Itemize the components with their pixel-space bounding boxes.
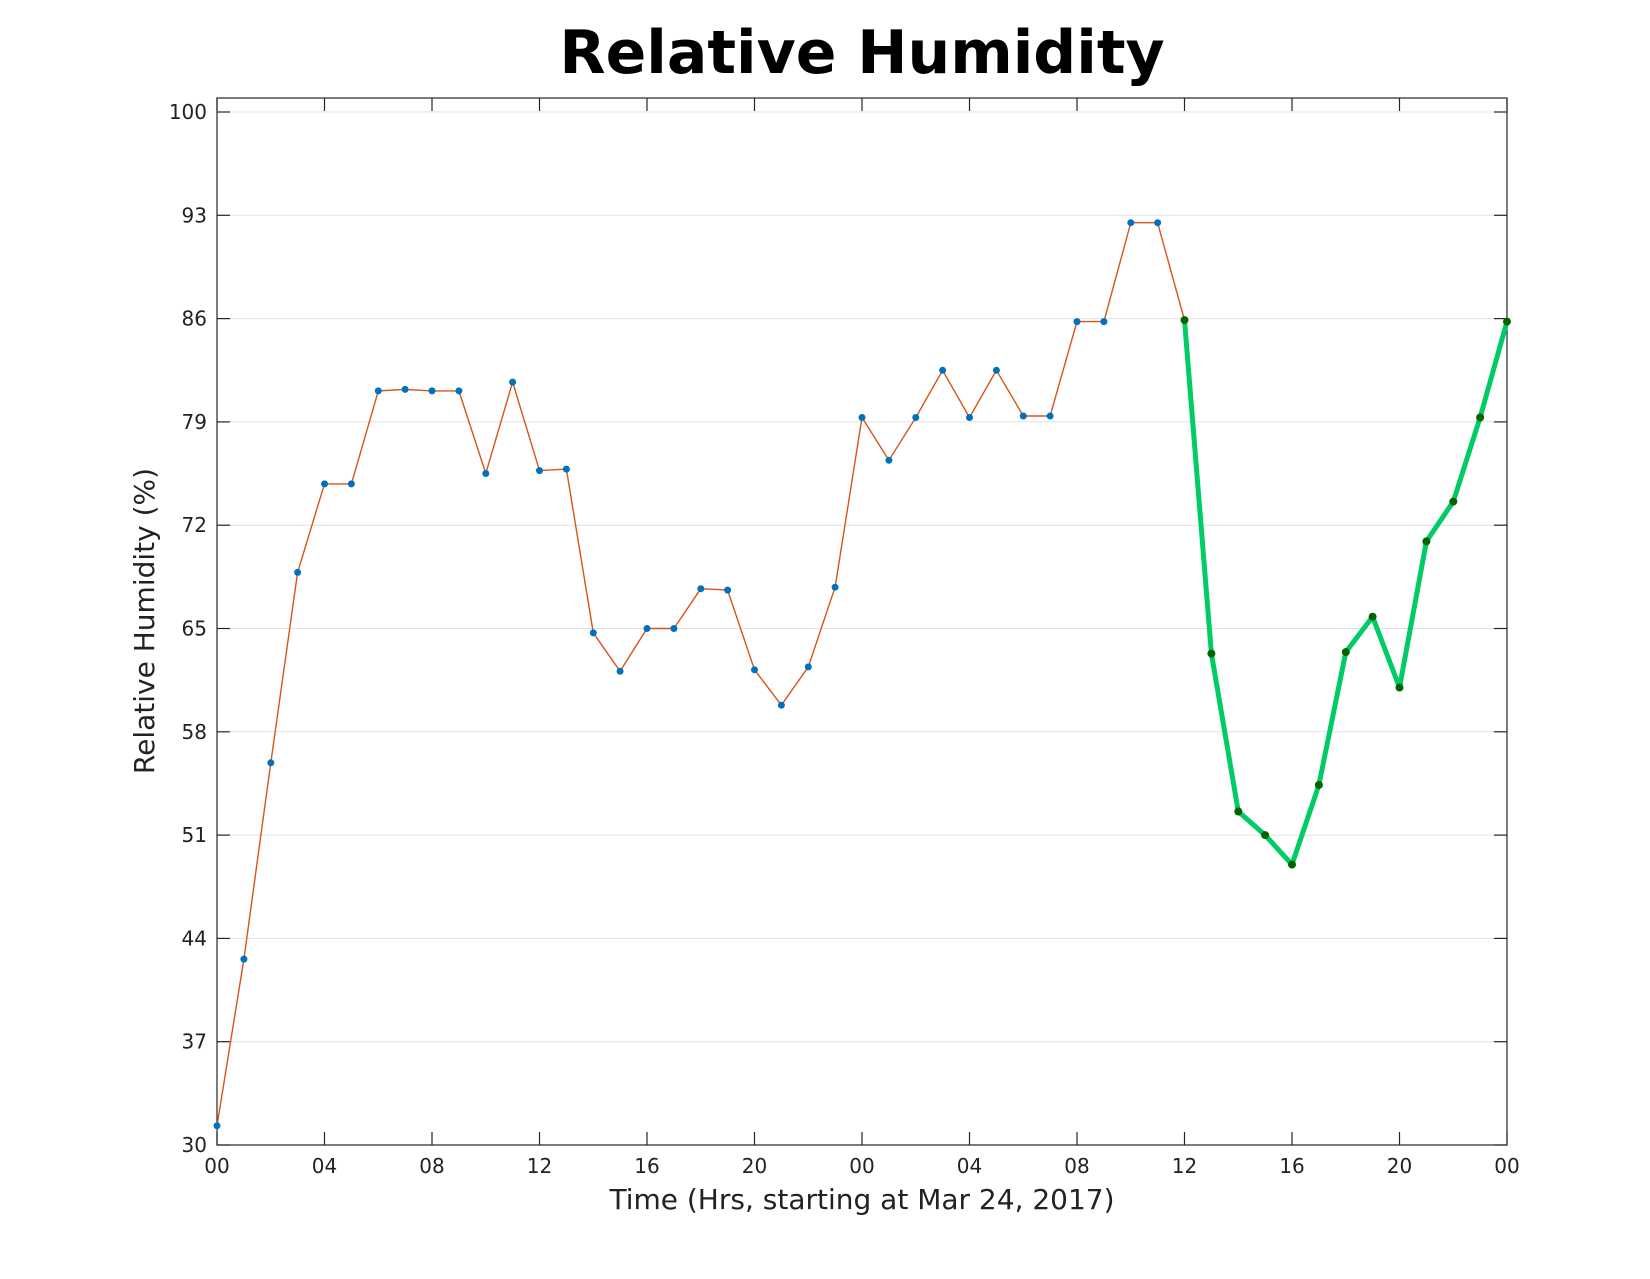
x-tick-label: 00	[204, 1154, 229, 1178]
observed-point	[562, 465, 570, 473]
observed-point	[374, 387, 382, 395]
observed-point	[643, 625, 651, 632]
x-tick-label: 04	[312, 1154, 337, 1178]
y-tick-label: 72	[182, 513, 207, 537]
observed-point	[213, 1122, 221, 1130]
y-tick-label: 44	[182, 926, 207, 950]
x-axis-label: Time (Hrs, starting at Mar 24, 2017)	[608, 1183, 1114, 1216]
observed-point	[509, 378, 517, 386]
forecast-point	[1288, 860, 1296, 869]
observed-point	[1100, 318, 1108, 326]
plot-frame	[216, 97, 1508, 1146]
y-tick-label: 58	[182, 720, 207, 744]
forecast-point	[1234, 807, 1243, 816]
observed-point	[1127, 219, 1135, 227]
forecast-point	[1503, 317, 1511, 326]
observed-point	[1046, 412, 1054, 420]
x-tick-label: 00	[849, 1154, 874, 1178]
observed-point	[1073, 318, 1081, 326]
observed-point	[724, 586, 732, 594]
y-tick-label: 79	[182, 410, 207, 434]
observed-point	[428, 387, 436, 395]
forecast-point	[1207, 649, 1216, 658]
forecast-point	[1341, 648, 1350, 657]
y-tick-label: 86	[182, 307, 207, 331]
observed-point	[294, 568, 302, 576]
observed-point	[455, 387, 463, 395]
observed-point	[697, 585, 705, 593]
observed-point	[482, 470, 490, 477]
observed-point	[804, 663, 812, 671]
observed-point	[321, 480, 328, 488]
observed-point	[240, 955, 248, 963]
x-tick-label: 20	[742, 1154, 767, 1178]
observed-series-line	[216, 221, 1186, 1127]
x-tick-label: 20	[1387, 1154, 1412, 1178]
observed-point	[939, 366, 947, 374]
y-tick-label: 65	[182, 617, 207, 641]
observed-point	[858, 414, 866, 421]
forecast-point	[1476, 413, 1485, 422]
observed-point	[589, 629, 597, 637]
x-tick-label: 16	[634, 1154, 659, 1178]
x-tick-label: 12	[1172, 1154, 1197, 1178]
forecast-point	[1368, 612, 1377, 621]
forecast-point	[1422, 537, 1431, 546]
y-tick-label: 100	[169, 100, 207, 124]
forecast-point	[1314, 780, 1323, 789]
observed-point	[885, 456, 893, 464]
x-tick-label: 12	[527, 1154, 552, 1178]
series-layer	[213, 219, 1511, 1130]
y-axis-label: Relative Humidity (%)	[128, 468, 161, 774]
observed-point	[912, 414, 920, 421]
chart-title: Relative Humidity	[559, 18, 1164, 88]
observed-point	[616, 667, 624, 675]
x-tick-label: 04	[957, 1154, 982, 1178]
x-tick-label: 08	[1064, 1154, 1089, 1178]
x-tick-label: 16	[1279, 1154, 1304, 1178]
observed-point	[267, 759, 275, 767]
x-tick-label: 08	[419, 1154, 444, 1178]
y-tick-label: 30	[182, 1133, 207, 1157]
forecast-point	[1449, 497, 1458, 506]
forecast-point	[1261, 831, 1270, 840]
x-tick-label: 00	[1494, 1154, 1519, 1178]
observed-point	[751, 666, 758, 674]
forecast-point	[1395, 683, 1404, 692]
y-tick-label: 37	[182, 1030, 207, 1054]
y-tick-label: 93	[182, 203, 207, 227]
y-tick-label: 51	[182, 823, 207, 847]
forecast-series-line	[1182, 317, 1510, 868]
observed-point	[831, 583, 839, 591]
observed-point	[966, 414, 973, 421]
observed-point	[347, 480, 355, 488]
observed-point	[1019, 412, 1027, 420]
forecast-point	[1180, 316, 1189, 325]
observed-point	[536, 467, 543, 475]
observed-point	[777, 701, 785, 709]
observed-point	[992, 366, 1000, 374]
observed-point	[670, 625, 678, 632]
observed-point	[401, 385, 409, 393]
axis-ticks: 30 37 44 51 58 65 72 79 86 93 100 00 04 08 12 16 20 00 04 0…	[169, 98, 1520, 1178]
observed-point	[1154, 219, 1162, 227]
grid-lines	[217, 111, 1507, 1043]
